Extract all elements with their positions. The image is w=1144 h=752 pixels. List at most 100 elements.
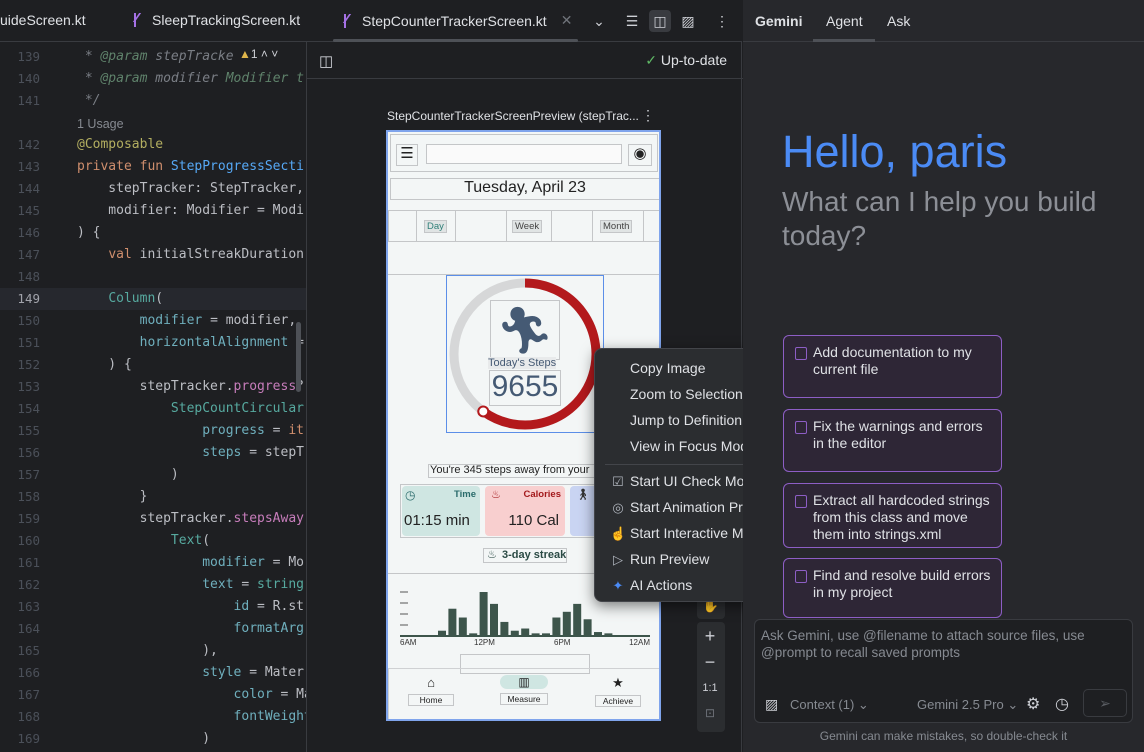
code-line[interactable]: id = R.st <box>233 599 304 614</box>
tab-scrollbar[interactable] <box>333 39 578 42</box>
tab-month[interactable]: Month <box>600 220 633 233</box>
nav-measure[interactable]: ▥ Measure <box>500 675 548 705</box>
code-line[interactable]: text = string <box>202 577 304 592</box>
chevron-down-icon[interactable]: ⌄ <box>593 13 605 29</box>
zoom-toolbar: + − 1:1 ⊡ <box>697 622 725 732</box>
usage-hint[interactable]: 1 Usage <box>77 117 124 131</box>
send-button[interactable]: ➢ <box>1083 689 1127 717</box>
code-line[interactable]: progress = it <box>202 423 304 438</box>
zoom-actual-size-button[interactable]: 1:1 <box>702 682 718 694</box>
editor-tab-bar: uideScreen.kt SleepTrackingScreen.kt Ste… <box>0 0 742 42</box>
warnings-indicator[interactable]: ▲1 ˄ ˅ <box>236 47 282 61</box>
code-line[interactable]: modifier: Modifier = Modi <box>77 203 304 218</box>
menu-item-jump-to-definition[interactable]: Jump to Definition <box>595 410 803 434</box>
chart-bar <box>594 632 602 636</box>
preview-options-icon[interactable]: ⋮ <box>641 107 655 123</box>
chart-bar <box>490 603 498 636</box>
tab-gemini[interactable]: Gemini <box>755 13 803 29</box>
code-view-icon[interactable]: ☰ <box>625 13 639 29</box>
layout-toggle-icon[interactable]: ◫ <box>319 53 334 70</box>
hourly-steps-chart <box>400 591 650 637</box>
code-line[interactable]: formatArg <box>233 621 304 636</box>
code-line[interactable]: ) <box>77 731 211 746</box>
top-bar-title <box>426 144 622 164</box>
code-line[interactable]: stepTracker.stepsAway <box>77 511 304 526</box>
code-line[interactable]: * @param modifier Modifier t <box>77 71 305 86</box>
settings-gear-icon[interactable]: ⚙ <box>1026 696 1041 713</box>
menu-item-label: Start UI Check Mode <box>630 473 760 489</box>
tab-step-counter-screen[interactable]: StepCounterTrackerScreen.kt ✕ <box>344 12 572 29</box>
line-number: 166 <box>17 665 40 680</box>
code-line[interactable]: modifier = modifier, <box>139 313 297 328</box>
history-clock-icon[interactable]: ◷ <box>1055 696 1069 713</box>
suggestion-card[interactable]: Find and resolve build errors in my proj… <box>783 558 1002 618</box>
line-number: 156 <box>17 445 40 460</box>
code-line[interactable]: horizontalAlignment = <box>139 335 304 350</box>
code-line[interactable]: fontWeight <box>233 709 306 724</box>
code-line[interactable]: color = Ma <box>233 687 306 702</box>
line-number: 144 <box>17 181 40 196</box>
more-options-icon[interactable]: ⋮ <box>715 13 729 29</box>
code-line[interactable]: ) { <box>77 225 101 240</box>
model-dropdown[interactable]: Gemini 2.5 Pro ⌄ <box>917 697 1019 712</box>
code-line[interactable]: @Composable <box>77 137 164 152</box>
menu-separator <box>605 464 793 465</box>
prompt-input[interactable]: Ask Gemini, use @filename to attach sour… <box>754 619 1133 723</box>
code-line[interactable]: style = Mater <box>202 665 304 680</box>
tab-ask[interactable]: Ask <box>887 13 911 29</box>
interactive-hand-icon: ☝ <box>610 526 627 541</box>
code-line[interactable]: ) <box>77 467 179 482</box>
split-view-icon[interactable]: ◫ <box>649 10 671 32</box>
attach-image-icon[interactable]: ▨ <box>765 696 779 712</box>
menu-item-label: View in Focus Mode <box>630 438 756 454</box>
editor-scrollbar[interactable] <box>296 322 301 392</box>
star-icon: ★ <box>612 675 624 690</box>
greeting-subtitle: What can I help you build today? <box>782 186 1097 251</box>
code-line[interactable]: } <box>77 489 148 504</box>
tab-sleep-tracking-screen[interactable]: SleepTrackingScreen.kt <box>134 12 300 28</box>
tab-agent[interactable]: Agent <box>826 13 863 29</box>
nav-achieve[interactable]: ★ Achieve <box>595 675 641 707</box>
code-line[interactable]: StepCountCircular <box>170 401 304 416</box>
stat-card-time: ◷ Time 01:15 min <box>402 486 480 536</box>
code-line[interactable]: steps = stepTr <box>202 445 306 460</box>
line-number: 140 <box>17 71 40 86</box>
suggestion-card[interactable]: Fix the warnings and errors in the edito… <box>783 409 1002 472</box>
menu-item-start-interactive-mode[interactable]: ☝ Start Interactive Mode <box>595 523 803 547</box>
zoom-in-icon[interactable]: + <box>704 626 716 646</box>
menu-item-copy-image[interactable]: Copy Image <box>595 358 803 382</box>
tab-week[interactable]: Week <box>512 220 543 233</box>
context-dropdown[interactable]: Context (1) ⌄ <box>790 697 869 712</box>
device-preview[interactable]: ☰ ◉ Tuesday, April 23 Day Week Month 🏃︎ … <box>386 130 661 721</box>
code-line[interactable]: */ <box>77 93 101 108</box>
code-editor[interactable]: 139 * @param stepTracke 140 * @param modi… <box>0 42 306 752</box>
menu-item-start-animation-preview[interactable]: ◎ Start Animation Preview <box>595 497 803 521</box>
code-line[interactable]: val initialStreakDuration <box>108 247 304 262</box>
code-line[interactable]: * @param stepTracke <box>77 49 234 64</box>
line-number: 155 <box>17 423 40 438</box>
nav-home[interactable]: ⌂ Home <box>408 675 454 706</box>
menu-item-run-preview[interactable]: ▷ Run Preview <box>595 549 803 573</box>
code-line[interactable]: modifier = Mo <box>202 555 304 570</box>
zoom-fit-icon[interactable]: ⊡ <box>704 706 716 720</box>
code-line[interactable]: private fun StepProgressSecti <box>77 159 304 174</box>
code-line[interactable]: stepTracker.progress? <box>77 379 304 394</box>
close-tab-icon[interactable]: ✕ <box>560 12 573 28</box>
code-line[interactable]: Column( <box>108 291 164 306</box>
zoom-out-icon[interactable]: − <box>704 652 716 672</box>
menu-item-start-ui-check-mode[interactable]: ☑ Start UI Check Mode <box>595 471 803 495</box>
code-line[interactable]: ), <box>77 643 218 658</box>
code-line[interactable]: stepTracker: StepTracker, <box>77 181 304 196</box>
tab-guide-screen[interactable]: uideScreen.kt <box>0 12 86 28</box>
tab-day[interactable]: Day <box>424 220 447 233</box>
menu-item-view-in-focus-mode[interactable]: View in Focus Mode <box>595 436 803 460</box>
todays-steps-label: Today's Steps <box>488 357 557 369</box>
design-view-icon[interactable]: ▨ <box>681 13 695 29</box>
suggestion-card[interactable]: Add documentation to my current file <box>783 335 1002 398</box>
suggestion-card[interactable]: Extract all hardcoded strings from this … <box>783 483 1002 548</box>
line-number: 149 <box>17 291 40 306</box>
check-icon: ✓ <box>645 52 661 68</box>
code-line[interactable]: ) { <box>77 357 132 372</box>
code-line[interactable]: Text( <box>170 533 211 548</box>
menu-item-zoom-to-selection[interactable]: Zoom to Selection <box>595 384 803 408</box>
